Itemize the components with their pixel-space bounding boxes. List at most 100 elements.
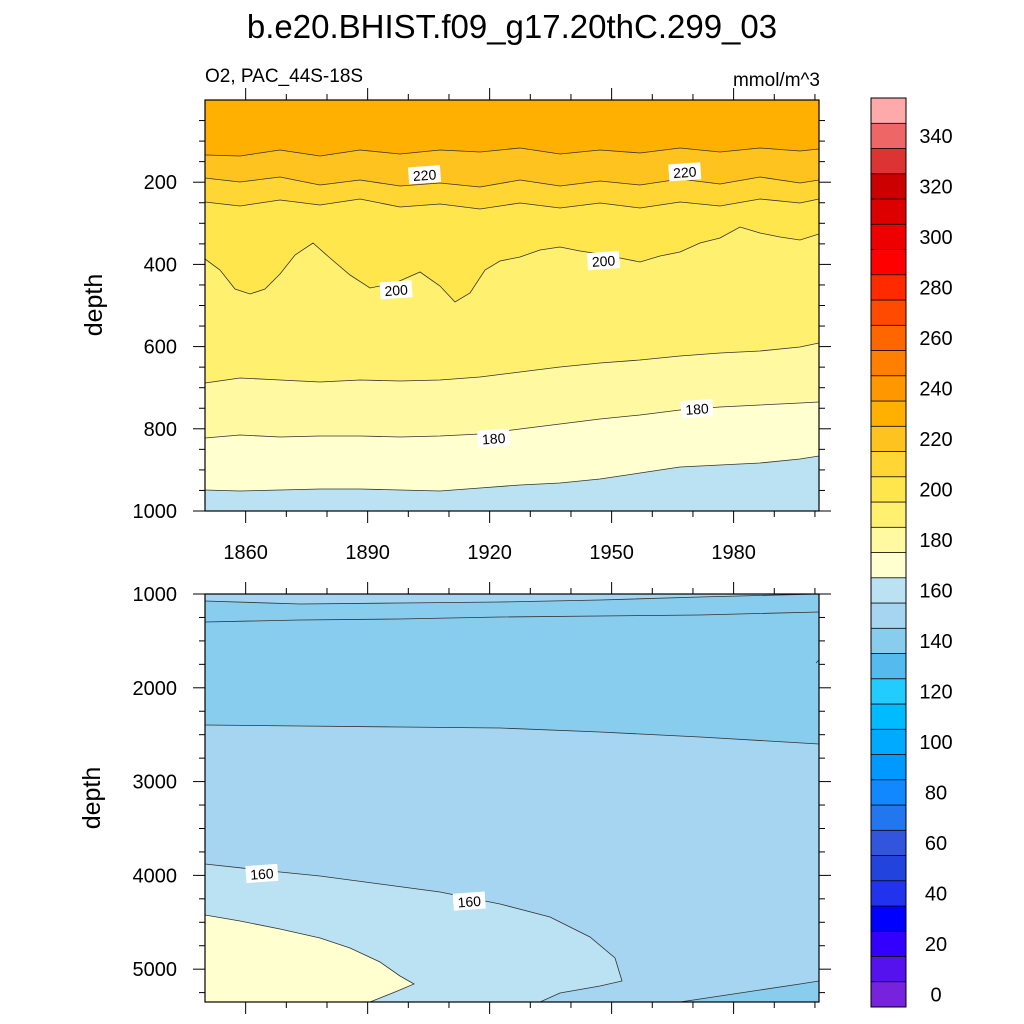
lower-contour-lines bbox=[205, 594, 819, 1002]
colorbar-swatch bbox=[870, 198, 907, 225]
contour-label-text: 160 bbox=[250, 865, 275, 883]
colorbar-frame bbox=[870, 97, 907, 1008]
colorbar-label: 20 bbox=[925, 934, 947, 956]
colorbar-swatch bbox=[870, 526, 907, 553]
colorbar-label: 160 bbox=[919, 580, 952, 602]
contour-label: 160 bbox=[452, 891, 486, 911]
contour-label-text: 200 bbox=[591, 252, 616, 270]
y-tick-label: 1000 bbox=[133, 501, 178, 523]
contour-label-box bbox=[477, 428, 511, 448]
contour-label-text: 180 bbox=[481, 430, 506, 448]
lower-contour-line bbox=[205, 863, 623, 1002]
colorbar-swatch bbox=[870, 804, 907, 831]
colorbar-swatch bbox=[870, 122, 907, 149]
colorbar-swatch bbox=[870, 703, 907, 730]
upper-axis-ticks: 200 400 600 800 1000 1860 1890 1920 1950 1980 bbox=[133, 88, 831, 564]
colorbar-swatch bbox=[870, 880, 907, 907]
colorbar-swatch bbox=[870, 148, 907, 175]
upper-fill-160 bbox=[205, 456, 819, 511]
colorbar-swatch bbox=[870, 754, 907, 781]
colorbar-swatch bbox=[870, 451, 907, 478]
colorbar-swatch bbox=[870, 930, 907, 957]
upper-contour-lines bbox=[205, 147, 819, 492]
y-tick-label: 3000 bbox=[133, 772, 178, 794]
contour-label: 160 bbox=[245, 863, 279, 884]
lower-contour-labels: 160 160 bbox=[245, 863, 486, 911]
lower-contour-fills: 160 160 bbox=[205, 594, 819, 1002]
lower-fill-140c bbox=[680, 981, 819, 1002]
colorbar-swatch bbox=[870, 274, 907, 301]
contour-label: 220 bbox=[407, 165, 442, 185]
x-tick-label: 1920 bbox=[467, 542, 512, 564]
upper-contour-line bbox=[205, 198, 819, 210]
subtitle-left: O2, PAC_44S-18S bbox=[205, 66, 363, 87]
contour-label-text: 220 bbox=[673, 164, 698, 182]
x-tick-label: 1890 bbox=[345, 542, 390, 564]
colorbar-swatch bbox=[870, 829, 907, 856]
colorbar-swatch bbox=[870, 981, 907, 1008]
lower-fill-140b bbox=[205, 612, 819, 744]
contour-label: 200 bbox=[379, 280, 413, 300]
upper-contour-line bbox=[205, 176, 819, 188]
colorbar-swatch bbox=[870, 627, 907, 654]
colorbar-label: 140 bbox=[919, 631, 952, 653]
contour-label-text: 220 bbox=[412, 166, 437, 184]
colorbar-label: 220 bbox=[919, 429, 952, 451]
contour-label: 180 bbox=[680, 398, 714, 419]
colorbar-swatch bbox=[870, 97, 907, 124]
lower-contour-line bbox=[679, 980, 819, 1002]
upper-contour-line bbox=[205, 226, 819, 303]
colorbar-swatch bbox=[870, 299, 907, 326]
colorbar-swatch bbox=[870, 728, 907, 755]
contour-label-box bbox=[452, 891, 486, 911]
upper-contour-labels: 220 220 200 200 180 180 bbox=[379, 162, 714, 448]
y-tick-label: 1000 bbox=[133, 584, 178, 606]
contour-label: 220 bbox=[668, 162, 702, 182]
y-tick-label: 2000 bbox=[133, 678, 178, 700]
colorbar-swatch bbox=[870, 855, 907, 882]
colorbar-swatch bbox=[870, 249, 907, 276]
lower-contour-line bbox=[205, 594, 819, 605]
lower-frame bbox=[204, 593, 820, 1003]
colorbar-swatch bbox=[870, 425, 907, 452]
colorbar-swatch bbox=[870, 350, 907, 377]
lower-panel: 160 160 1000 2000 3000 4000 5000 depth bbox=[78, 582, 831, 1014]
colorbar-label: 200 bbox=[919, 479, 952, 501]
lower-contour-line bbox=[205, 611, 819, 623]
colorbar-swatch bbox=[870, 223, 907, 250]
colorbar-label: 120 bbox=[919, 681, 952, 703]
colorbar-swatch bbox=[870, 779, 907, 806]
y-tick-label: 800 bbox=[144, 419, 177, 441]
colorbar-swatch bbox=[870, 400, 907, 427]
colorbar-swatch bbox=[870, 577, 907, 604]
colorbar-label: 60 bbox=[925, 833, 947, 855]
upper-contour-fills: 220 220 200 200 180 180 bbox=[205, 100, 819, 511]
x-tick-label: 1860 bbox=[223, 542, 268, 564]
colorbar-label: 180 bbox=[919, 530, 952, 552]
colorbar-label: 0 bbox=[930, 984, 941, 1006]
colorbar-label: 300 bbox=[919, 227, 952, 249]
colorbar-label: 340 bbox=[919, 126, 952, 148]
colorbar-label: 100 bbox=[919, 732, 952, 754]
x-tick-label: 1980 bbox=[711, 542, 756, 564]
upper-panel: 220 220 200 200 180 180 200 400 600 800 1000 1860 1… bbox=[80, 88, 831, 564]
y-tick-label: 400 bbox=[144, 254, 177, 276]
colorbar-label: 80 bbox=[925, 782, 947, 804]
lower-contour-line bbox=[205, 914, 415, 1002]
y-tick-label: 4000 bbox=[133, 865, 178, 887]
colorbar-label: 40 bbox=[925, 883, 947, 905]
upper-contour-line bbox=[205, 455, 819, 492]
x-tick-label: 1950 bbox=[589, 542, 634, 564]
colorbar-swatch bbox=[870, 905, 907, 932]
colorbar-label: 240 bbox=[919, 378, 952, 400]
lower-y-axis-label: depth bbox=[78, 767, 106, 830]
chart-title: b.e20.BHIST.f09_g17.20thC.299_03 bbox=[247, 8, 777, 45]
contour-label-box bbox=[680, 398, 714, 419]
upper-contour-line bbox=[205, 342, 819, 384]
contour-label-box bbox=[668, 162, 702, 182]
subtitle-units: mmol/m^3 bbox=[733, 70, 820, 91]
y-tick-label: 200 bbox=[144, 172, 177, 194]
upper-contour-line bbox=[205, 147, 819, 157]
contour-label-box bbox=[245, 863, 279, 884]
